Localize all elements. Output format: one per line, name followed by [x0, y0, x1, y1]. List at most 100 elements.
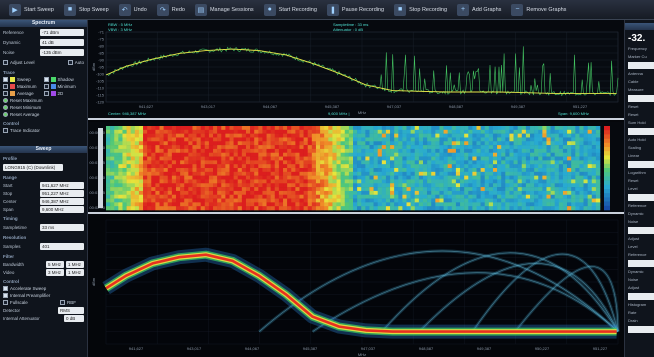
sweep-section-header[interactable]: Sweep: [0, 146, 87, 153]
waterfall-cell: [332, 126, 337, 131]
trace-option[interactable]: Shadow: [43, 76, 85, 83]
waterfall-cell: [451, 183, 457, 188]
radio-indicator[interactable]: [3, 98, 8, 103]
center-input[interactable]: 946,387 MHz: [40, 197, 84, 205]
right-panel-field[interactable]: [628, 62, 654, 69]
waterfall-cell: [204, 198, 210, 203]
reference-input[interactable]: -71 dBm: [40, 28, 84, 36]
waterfall-cell: [369, 145, 374, 150]
accelerate-sweep-checkbox[interactable]: Accelerate Sweep: [0, 285, 87, 292]
adjust-level-box[interactable]: [3, 59, 8, 65]
waterfall-cell: [266, 175, 271, 180]
toolbar-button-add-graph[interactable]: + Add Graphs: [454, 2, 504, 18]
waterfall-cell: [443, 145, 448, 150]
waterfall-cell: [254, 168, 259, 173]
waterfall-cell: [414, 206, 420, 211]
accelerate-sweep-box[interactable]: [3, 286, 8, 291]
trace-checkbox[interactable]: [3, 84, 8, 89]
right-panel-field[interactable]: [628, 227, 654, 234]
waterfall-cell: [455, 152, 461, 157]
waterfall-cell: [147, 183, 152, 188]
right-panel-field[interactable]: [628, 95, 654, 102]
waterfall-cell: [163, 145, 169, 150]
trace-indicator-checkbox[interactable]: Trace Indicator: [0, 127, 87, 134]
fullscale-checkbox[interactable]: Fullscale: [3, 300, 28, 305]
adjust-level-checkbox[interactable]: Adjust Level: [3, 59, 35, 66]
trace-option[interactable]: Minimum: [43, 83, 85, 90]
spectrum-graph[interactable]: RBW : 5 MHz VBW : 3 MHz Sampletime : 33 …: [88, 20, 624, 120]
profile-select[interactable]: LONG915 (C) (Downlink): [3, 163, 63, 171]
bandwidth-select[interactable]: 5 MHz: [46, 260, 64, 268]
waterfall-cell: [402, 206, 407, 211]
waterfall-cell: [320, 129, 325, 134]
waterfall-cell: [414, 160, 420, 165]
waterfall-cell: [431, 152, 436, 157]
waterfall-cell: [274, 168, 280, 173]
waterfall-cell: [204, 179, 210, 184]
auto-box[interactable]: [67, 59, 73, 65]
reset-radio[interactable]: Reset Average: [0, 111, 87, 118]
fullscale-box[interactable]: [3, 300, 8, 305]
toolbar-button-stop-record[interactable]: ■ Stop Recording: [391, 2, 450, 18]
trace-option[interactable]: 2D: [43, 90, 85, 97]
waterfall-cell: [377, 164, 383, 169]
reset-radio[interactable]: Reset Minimum: [0, 104, 87, 111]
internal-preamp-checkbox[interactable]: Internal Preamplifier: [0, 292, 87, 299]
right-panel-field[interactable]: [628, 128, 654, 135]
radio-indicator[interactable]: [3, 112, 8, 117]
rbf-checkbox[interactable]: RBF: [60, 300, 76, 305]
trace-checkbox[interactable]: [43, 84, 49, 89]
right-panel-field[interactable]: [628, 194, 654, 201]
waterfall-cell: [208, 198, 214, 203]
attenuator-select[interactable]: 0 dB: [64, 314, 84, 322]
spectrum-section-header[interactable]: Spectrum: [0, 20, 87, 27]
waterfall-cell: [180, 198, 185, 203]
span-input[interactable]: 9,600 MHz: [40, 205, 84, 213]
right-panel-field[interactable]: [628, 260, 654, 267]
toolbar-button-record[interactable]: ● Start Recording: [261, 2, 320, 18]
stop-input[interactable]: 951,227 MHz: [40, 189, 84, 197]
auto-checkbox[interactable]: Auto: [67, 59, 84, 66]
radio-indicator[interactable]: [3, 105, 8, 110]
samples-input[interactable]: 401: [40, 242, 84, 250]
toolbar-button-undo[interactable]: ↶ Undo: [116, 2, 150, 18]
trace-checkbox[interactable]: [3, 77, 8, 82]
video-select-2[interactable]: 1 MHz: [66, 268, 84, 276]
waterfall-cell: [225, 202, 230, 207]
persistence-graph[interactable]: 941,627 943,017 944,067 945,387 947,037 948,5…: [88, 216, 624, 357]
trace-option[interactable]: Maximum: [3, 83, 44, 90]
right-panel-field[interactable]: [628, 161, 654, 168]
trace-indicator-box[interactable]: [3, 128, 8, 133]
trace-checkbox[interactable]: [43, 91, 49, 96]
noise-input[interactable]: -135 dBm: [40, 48, 84, 56]
trace-checkbox[interactable]: [3, 91, 8, 96]
toolbar-button-pause[interactable]: ❚ Pause Recording: [324, 2, 387, 18]
trace-option[interactable]: Sweep: [3, 76, 44, 83]
toolbar-button-session[interactable]: ▤ Manage Sessions: [192, 2, 257, 18]
bandwidth-select-2[interactable]: 1 MHz: [66, 260, 84, 268]
toolbar-button-stop[interactable]: ■ Stop Sweep: [61, 2, 112, 18]
toolbar-button-remove-graph[interactable]: − Remove Graphs: [508, 2, 569, 18]
marker-header[interactable]: [625, 23, 654, 30]
reset-radio[interactable]: Reset Maximum: [0, 97, 87, 104]
trace-checkbox[interactable]: [43, 77, 49, 82]
waterfall-cell: [315, 141, 321, 146]
toolbar-button-redo[interactable]: ↷ Redo: [154, 2, 188, 18]
dynamic-input[interactable]: 41 dB: [40, 38, 84, 46]
trace-option[interactable]: Average: [3, 90, 44, 97]
right-panel-field[interactable]: [628, 326, 654, 333]
detector-select[interactable]: RMS: [58, 306, 84, 314]
start-input[interactable]: 941,627 MHz: [40, 181, 84, 189]
waterfall-cell: [525, 160, 531, 165]
waterfall-graph[interactable]: 00:00:00 00:01:00 00:01:15 00:01:30 00:01:45…: [88, 122, 624, 214]
waterfall-cell: [283, 152, 288, 157]
rbf-box[interactable]: [60, 300, 65, 305]
waterfall-cell: [381, 206, 387, 211]
sampletime-input[interactable]: 33 ms: [40, 223, 84, 231]
internal-preamp-box[interactable]: [3, 293, 8, 298]
toolbar-button-play[interactable]: ▶ Start Sweep: [6, 2, 57, 18]
waterfall-cell: [509, 190, 514, 196]
right-panel-field[interactable]: [628, 293, 654, 300]
video-select[interactable]: 3 MHz: [46, 268, 64, 276]
waterfall-cell: [554, 129, 560, 134]
